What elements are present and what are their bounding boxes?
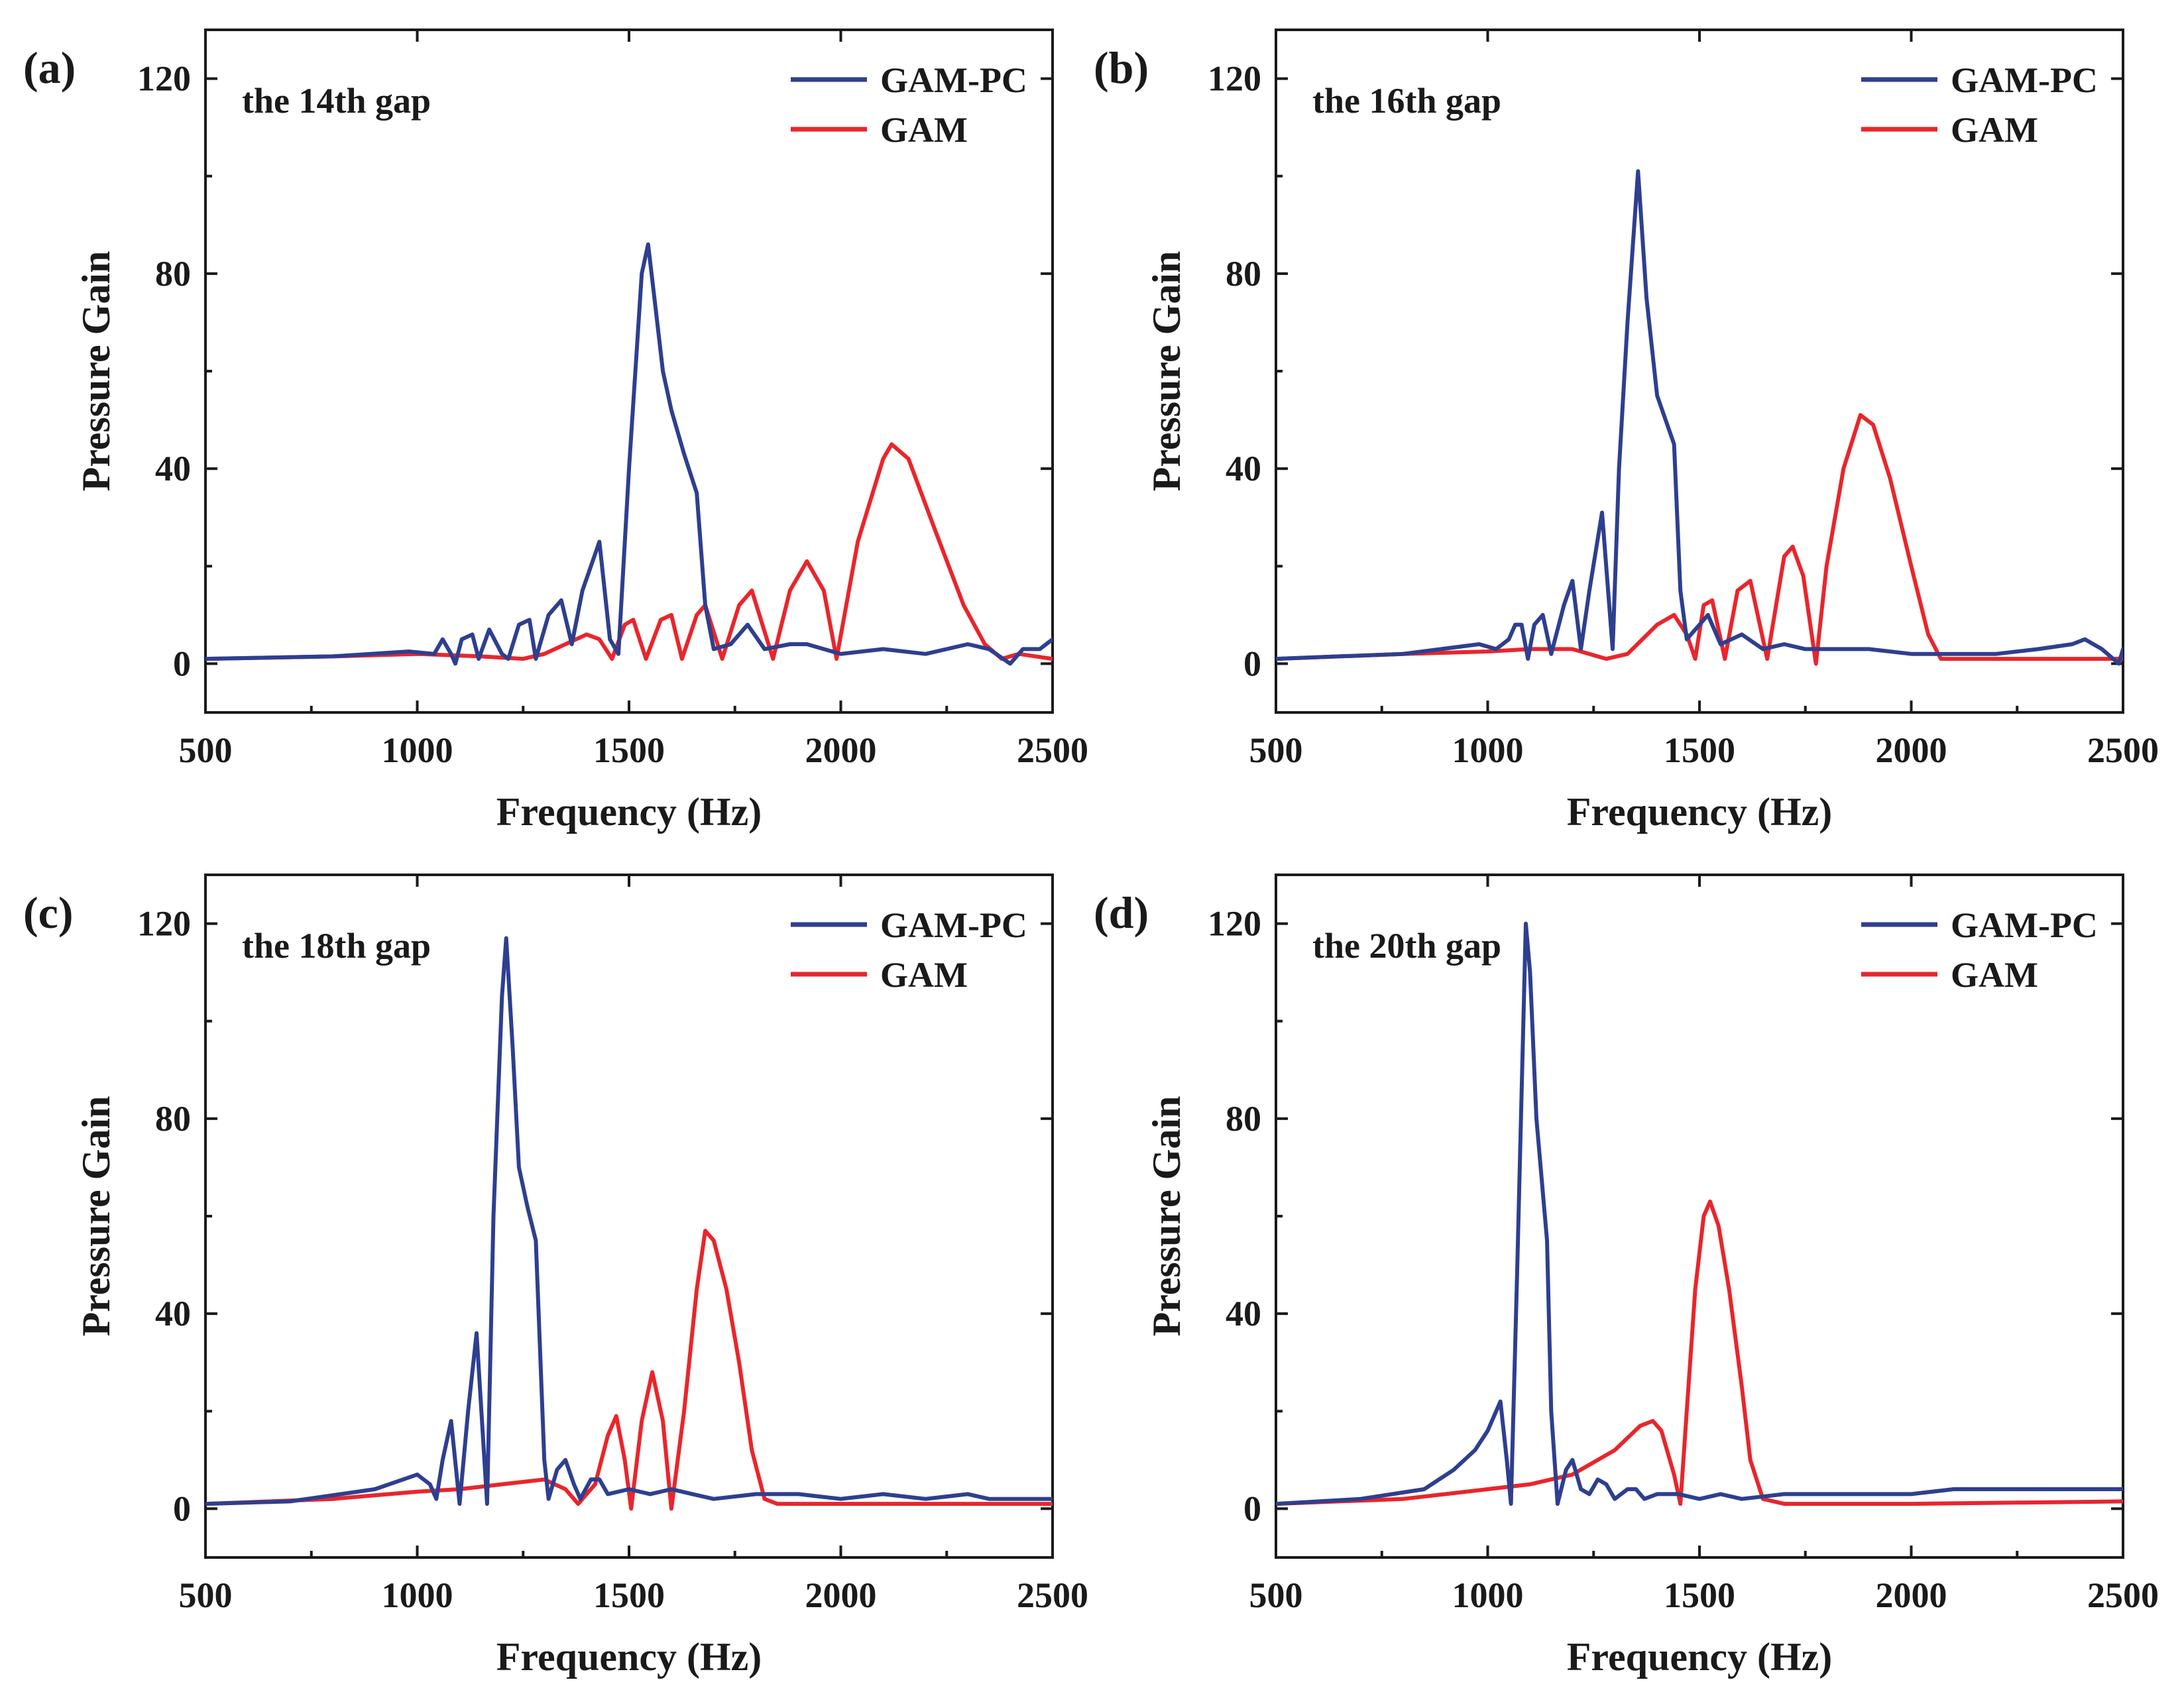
y-tick-label: 120 [137,59,191,99]
x-axis-title: Frequency (Hz) [496,790,762,834]
y-tick-label: 80 [155,254,191,294]
y-tick-label: 80 [1226,1099,1261,1139]
x-tick-label: 1500 [593,1575,665,1615]
y-tick-label: 40 [155,449,191,488]
x-tick-label: 1500 [1664,730,1735,770]
gap-annotation: the 14th gap [242,81,431,121]
series-line-gam [1276,413,2123,666]
y-tick-label: 80 [155,1099,191,1139]
x-tick-label: 500 [179,730,233,770]
x-tick-label: 1500 [593,730,665,770]
panel-letter: (a) [23,42,76,93]
y-tick-label: 120 [1208,59,1261,99]
x-tick-label: 500 [1249,730,1303,770]
x-tick-label: 2000 [1876,730,1947,770]
legend-label: GAM [880,110,968,150]
y-tick-label: 40 [1226,449,1261,488]
y-tick-label: 120 [1208,904,1261,944]
x-tick-label: 1000 [1452,730,1524,770]
chart-panel-1: 500 1000 1500 2000 2500 0 40 80 120 Frequency (Hz… [23,28,1088,834]
y-tick-label: 0 [1243,1489,1261,1528]
x-tick-label: 500 [179,1575,233,1615]
x-tick-label: 2500 [1017,1575,1088,1615]
chart-panel-2: 500 1000 1500 2000 2500 0 40 80 120 Frequency (Hz… [1094,28,2159,834]
series-line-gam [1276,1199,2123,1506]
series-line-gam-pc [1276,921,2123,1506]
panel-letter: (c) [23,887,73,938]
panel-letter: (b) [1094,42,1149,93]
x-tick-label: 2000 [1876,1575,1947,1615]
x-tick-label: 2000 [805,730,877,770]
legend-label: GAM [880,955,968,995]
y-axis-title: Pressure Gain [74,1096,118,1337]
panel-letter: (d) [1094,887,1149,938]
x-tick-label: 500 [1249,1575,1303,1615]
gap-annotation: the 16th gap [1312,81,1501,121]
x-tick-label: 2500 [2087,730,2159,770]
x-tick-label: 2500 [2087,1575,2159,1615]
y-axis-title: Pressure Gain [1145,1096,1188,1337]
y-tick-label: 40 [1226,1294,1261,1333]
chart-panel-4: 500 1000 1500 2000 2500 0 40 80 120 Frequency (Hz… [1094,874,2159,1679]
chart-panel-3: 500 1000 1500 2000 2500 0 40 80 120 Frequency (Hz… [23,874,1088,1679]
x-tick-label: 1000 [382,1575,453,1615]
legend-label: GAM-PC [1951,905,2098,945]
x-tick-label: 2500 [1017,730,1088,770]
series-line-gam [205,1229,1053,1511]
gap-annotation: the 20th gap [1312,926,1501,966]
y-axis-title: Pressure Gain [74,251,118,492]
y-tick-label: 0 [173,1489,191,1528]
legend-label: GAM [1951,110,2038,150]
y-tick-label: 0 [173,644,191,683]
x-tick-label: 2000 [805,1575,877,1615]
y-axis-title: Pressure Gain [1145,251,1188,492]
gap-annotation: the 18th gap [242,926,431,966]
series-line-gam-pc [205,936,1053,1506]
series-line-gam-pc [205,242,1053,666]
series-line-gam [205,442,1053,661]
y-tick-label: 40 [155,1294,191,1333]
x-tick-label: 1500 [1664,1575,1735,1615]
y-tick-label: 120 [137,904,191,944]
legend-label: GAM-PC [880,905,1027,945]
x-axis-title: Frequency (Hz) [496,1635,762,1679]
legend-label: GAM-PC [1951,60,2098,100]
x-tick-label: 1000 [382,730,453,770]
y-tick-label: 80 [1226,254,1261,294]
x-axis-title: Frequency (Hz) [1567,1635,1832,1679]
legend-label: GAM [1951,955,2038,995]
x-tick-label: 1000 [1452,1575,1524,1615]
series-line-gam-pc [1276,169,2123,666]
legend-label: GAM-PC [880,60,1027,100]
y-tick-label: 0 [1243,644,1261,683]
x-axis-title: Frequency (Hz) [1567,790,1832,834]
